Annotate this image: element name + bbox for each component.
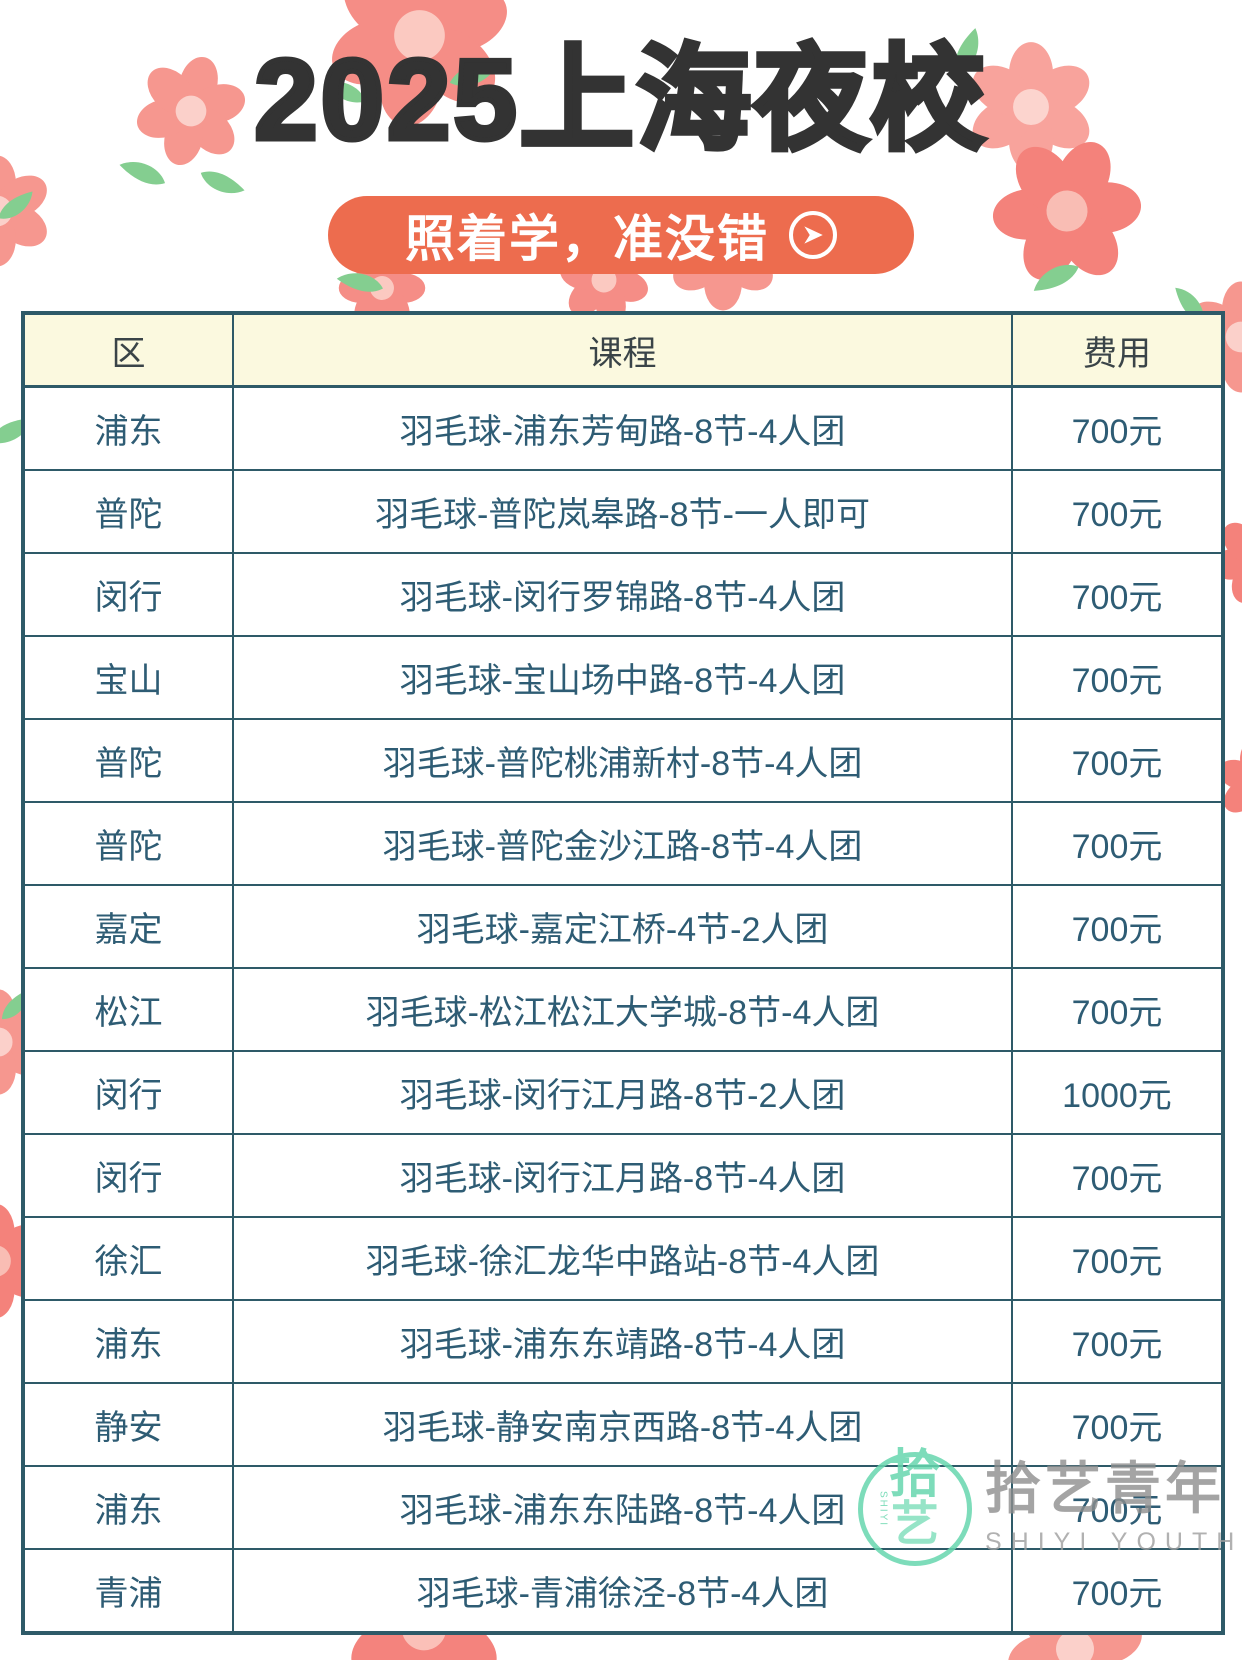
fee-cell: 700元: [1011, 884, 1224, 969]
table-header-row: 区 课程 费用: [22, 312, 1224, 388]
table-row: 闵行 羽毛球-闵行江月路-8节-4人团 700元: [22, 1133, 1224, 1218]
course-table: 区 课程 费用 浦东 羽毛球-浦东芳甸路-8节-4人团 700元 普陀 羽毛球-…: [21, 311, 1225, 1635]
district-cell: 浦东: [22, 1465, 234, 1550]
logo-char-bottom: 艺: [890, 1498, 940, 1551]
district-cell: 浦东: [22, 1299, 234, 1384]
brand-name: 拾艺青年: [985, 1457, 1225, 1520]
district-cell: 闵行: [22, 1133, 234, 1218]
district-cell: 闵行: [22, 552, 234, 637]
fee-cell: 700元: [1011, 801, 1224, 886]
district-cell: 青浦: [22, 1548, 234, 1634]
fee-cell: 700元: [1011, 385, 1224, 471]
district-cell: 静安: [22, 1382, 234, 1467]
logo-side-text: SHIYI: [877, 1490, 889, 1528]
course-table-body: 浦东 羽毛球-浦东芳甸路-8节-4人团 700元 普陀 羽毛球-普陀岚皋路-8节…: [22, 385, 1224, 1634]
course-cell: 羽毛球-浦东东靖路-8节-4人团: [232, 1299, 1013, 1384]
cta-button[interactable]: 照着学，准没错: [328, 196, 914, 274]
district-cell: 松江: [22, 967, 234, 1052]
course-cell: 羽毛球-青浦徐泾-8节-4人团: [232, 1548, 1013, 1634]
course-cell: 羽毛球-静安南京西路-8节-4人团: [232, 1382, 1013, 1467]
course-cell: 羽毛球-浦东芳甸路-8节-4人团: [232, 385, 1013, 471]
course-cell: 羽毛球-闵行江月路-8节-2人团: [232, 1050, 1013, 1135]
fee-cell: 700元: [1011, 552, 1224, 637]
district-cell: 徐汇: [22, 1216, 234, 1301]
fee-cell: 700元: [1011, 1548, 1224, 1634]
table-row: 嘉定 羽毛球-嘉定江桥-4节-2人团 700元: [22, 884, 1224, 969]
table-row: 静安 羽毛球-静安南京西路-8节-4人团 700元: [22, 1382, 1224, 1467]
district-cell: 嘉定: [22, 884, 234, 969]
course-cell: 羽毛球-普陀岚皋路-8节-一人即可: [232, 469, 1013, 554]
column-header-fee: 费用: [1011, 312, 1224, 388]
fee-cell: 700元: [1011, 1465, 1224, 1550]
column-header-course: 课程: [232, 312, 1013, 388]
table-row: 浦东 羽毛球-浦东东靖路-8节-4人团 700元: [22, 1299, 1224, 1384]
table-row: 闵行 羽毛球-闵行罗锦路-8节-4人团 700元: [22, 552, 1224, 637]
table-row: 青浦 羽毛球-青浦徐泾-8节-4人团 700元: [22, 1548, 1224, 1634]
table-row: 闵行 羽毛球-闵行江月路-8节-2人团 1000元: [22, 1050, 1224, 1135]
fee-cell: 700元: [1011, 1299, 1224, 1384]
page-title: 2025上海夜校: [252, 35, 988, 167]
course-cell: 羽毛球-闵行罗锦路-8节-4人团: [232, 552, 1013, 637]
fee-cell: 700元: [1011, 1133, 1224, 1218]
fee-cell: 700元: [1011, 967, 1224, 1052]
brand-watermark: 拾艺青年 SHIYI YOUTH: [985, 1458, 1242, 1557]
district-cell: 普陀: [22, 718, 234, 803]
table-row: 浦东 羽毛球-浦东芳甸路-8节-4人团 700元: [22, 385, 1224, 471]
table-row: 普陀 羽毛球-普陀金沙江路-8节-4人团 700元: [22, 801, 1224, 886]
table-row: 宝山 羽毛球-宝山场中路-8节-4人团 700元: [22, 635, 1224, 720]
fee-cell: 700元: [1011, 1382, 1224, 1467]
district-cell: 闵行: [22, 1050, 234, 1135]
table-row: 徐汇 羽毛球-徐汇龙华中路站-8节-4人团 700元: [22, 1216, 1224, 1301]
district-cell: 宝山: [22, 635, 234, 720]
district-cell: 浦东: [22, 385, 234, 471]
course-cell: 羽毛球-嘉定江桥-4节-2人团: [232, 884, 1013, 969]
brand-name-en: SHIYI YOUTH: [985, 1527, 1242, 1556]
fee-cell: 700元: [1011, 718, 1224, 803]
table-row: 普陀 羽毛球-普陀岚皋路-8节-一人即可 700元: [22, 469, 1224, 554]
fee-cell: 700元: [1011, 469, 1224, 554]
column-header-district: 区: [22, 312, 234, 388]
course-cell: 羽毛球-普陀金沙江路-8节-4人团: [232, 801, 1013, 886]
brand-logo-icon: 拾 艺 SHIYI: [858, 1446, 972, 1566]
logo-char-top: 拾: [888, 1446, 942, 1504]
district-cell: 普陀: [22, 469, 234, 554]
course-cell: 羽毛球-宝山场中路-8节-4人团: [232, 635, 1013, 720]
fee-cell: 700元: [1011, 635, 1224, 720]
circle-arrow-right-icon: [789, 211, 837, 259]
course-cell: 羽毛球-松江松江大学城-8节-4人团: [232, 967, 1013, 1052]
fee-cell: 700元: [1011, 1216, 1224, 1301]
course-cell: 羽毛球-闵行江月路-8节-4人团: [232, 1133, 1013, 1218]
district-cell: 普陀: [22, 801, 234, 886]
cta-label: 照着学，准没错: [405, 211, 769, 267]
course-cell: 羽毛球-普陀桃浦新村-8节-4人团: [232, 718, 1013, 803]
fee-cell: 1000元: [1011, 1050, 1224, 1135]
course-cell: 羽毛球-徐汇龙华中路站-8节-4人团: [232, 1216, 1013, 1301]
table-row: 松江 羽毛球-松江松江大学城-8节-4人团 700元: [22, 967, 1224, 1052]
table-row: 普陀 羽毛球-普陀桃浦新村-8节-4人团 700元: [22, 718, 1224, 803]
